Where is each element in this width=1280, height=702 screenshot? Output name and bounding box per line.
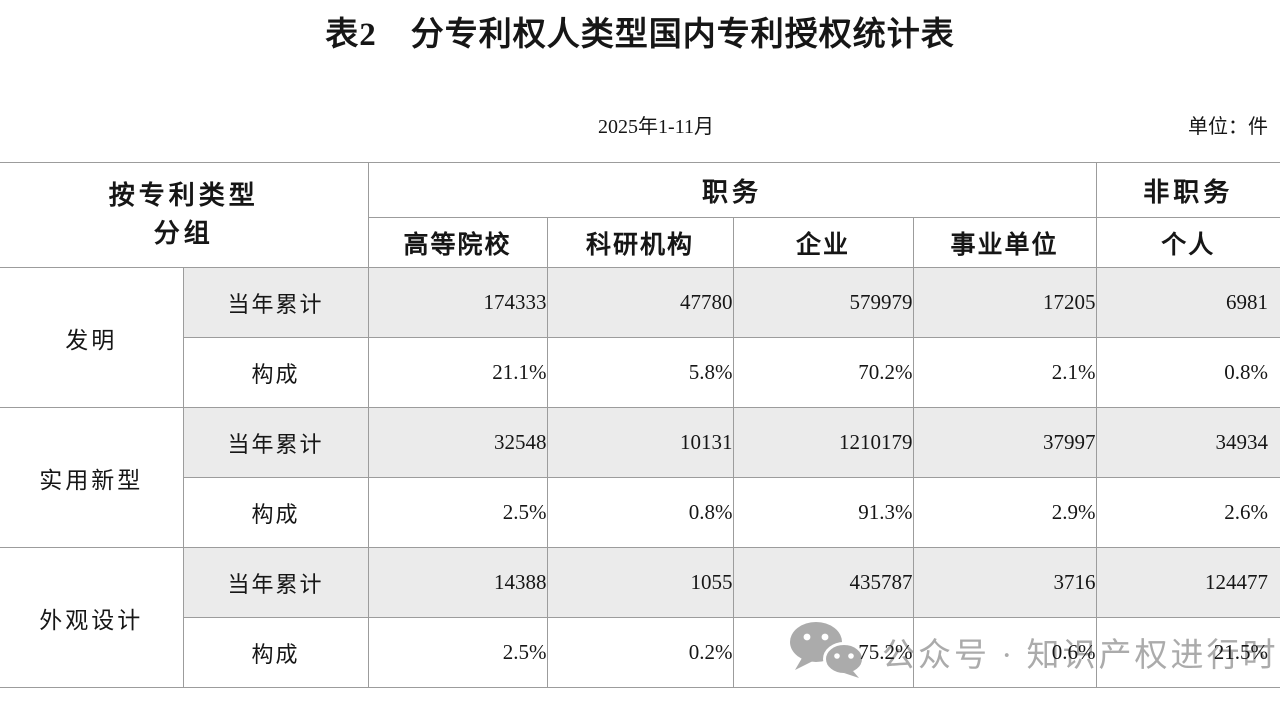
row-label-composition: 构成 bbox=[182, 477, 369, 548]
value-cell: 2.9% bbox=[912, 477, 1097, 548]
table-row-utility-composition: 构成 2.5% 0.8% 91.3% 2.9% 2.6% bbox=[0, 477, 1280, 548]
value-cell: 17205 bbox=[912, 267, 1097, 338]
value-cell: 5.8% bbox=[546, 337, 734, 408]
service-group-header: 职务 bbox=[367, 162, 1097, 218]
table-row-invention-cumulative: 发明 当年累计 174333 47780 579979 17205 6981 bbox=[0, 267, 1280, 408]
value-cell: 3716 bbox=[912, 547, 1097, 618]
value-cell: 2.6% bbox=[1095, 477, 1280, 548]
value-cell: 32548 bbox=[367, 407, 548, 478]
value-cell: 75.2% bbox=[732, 617, 914, 688]
value-cell: 174333 bbox=[367, 267, 548, 338]
value-cell: 1055 bbox=[546, 547, 734, 618]
corner-header: 按专利类型 分组 bbox=[0, 162, 369, 268]
column-header-universities: 高等院校 bbox=[367, 217, 548, 268]
group-name-invention: 发明 bbox=[0, 267, 184, 408]
table-row-invention-composition: 构成 21.1% 5.8% 70.2% 2.1% 0.8% bbox=[0, 337, 1280, 408]
value-cell: 14388 bbox=[367, 547, 548, 618]
table-row-design-cumulative: 外观设计 当年累计 14388 1055 435787 3716 124477 bbox=[0, 547, 1280, 688]
meta-row: 2025年1-11月 单位：件 bbox=[0, 114, 1280, 140]
row-label-cumulative: 当年累计 bbox=[182, 547, 369, 618]
group-name-design: 外观设计 bbox=[0, 547, 184, 688]
page-title: 表2 分专利权人类型国内专利授权统计表 bbox=[325, 17, 955, 53]
value-cell: 21.5% bbox=[1095, 617, 1280, 688]
non-service-group-header: 非职务 bbox=[1095, 162, 1280, 218]
corner-header-line1: 按专利类型 bbox=[108, 181, 259, 211]
value-cell: 124477 bbox=[1095, 547, 1280, 618]
unit-label: 单位：件 bbox=[1188, 116, 1268, 138]
value-cell: 34934 bbox=[1095, 407, 1280, 478]
value-cell: 2.5% bbox=[367, 477, 548, 548]
patent-table: 按专利类型 分组 职务 非职务 高等院校 科研机构 企业 事业单位 个人 发明 … bbox=[0, 162, 1280, 688]
value-cell: 37997 bbox=[912, 407, 1097, 478]
table-row-design-composition: 构成 2.5% 0.2% 75.2% 0.6% 21.5% bbox=[0, 617, 1280, 688]
header-row-groups: 按专利类型 分组 职务 非职务 bbox=[0, 162, 1280, 268]
value-cell: 6981 bbox=[1095, 267, 1280, 338]
row-label-composition: 构成 bbox=[182, 617, 369, 688]
table-row-utility-cumulative: 实用新型 当年累计 32548 10131 1210179 37997 3493… bbox=[0, 407, 1280, 548]
value-cell: 47780 bbox=[546, 267, 734, 338]
column-header-research-institutions: 科研机构 bbox=[546, 217, 734, 268]
corner-header-line2: 分组 bbox=[153, 219, 214, 248]
value-cell: 0.2% bbox=[546, 617, 734, 688]
value-cell: 10131 bbox=[546, 407, 734, 478]
value-cell: 2.1% bbox=[912, 337, 1097, 408]
value-cell: 435787 bbox=[732, 547, 914, 618]
column-header-public-institutions: 事业单位 bbox=[912, 217, 1097, 268]
group-name-utility-model: 实用新型 bbox=[0, 407, 184, 548]
row-label-composition: 构成 bbox=[182, 337, 369, 408]
value-cell: 91.3% bbox=[732, 477, 914, 548]
row-label-cumulative: 当年累计 bbox=[182, 267, 369, 338]
column-header-enterprises: 企业 bbox=[732, 217, 914, 268]
value-cell: 2.5% bbox=[367, 617, 548, 688]
patent-table-wrapper: 按专利类型 分组 职务 非职务 高等院校 科研机构 企业 事业单位 个人 发明 … bbox=[0, 162, 1280, 688]
value-cell: 579979 bbox=[732, 267, 914, 338]
value-cell: 70.2% bbox=[732, 337, 914, 408]
value-cell: 0.8% bbox=[1095, 337, 1280, 408]
period-label: 2025年1-11月 bbox=[598, 116, 714, 138]
value-cell: 0.8% bbox=[546, 477, 734, 548]
row-label-cumulative: 当年累计 bbox=[182, 407, 369, 478]
value-cell: 1210179 bbox=[732, 407, 914, 478]
value-cell: 0.6% bbox=[912, 617, 1097, 688]
column-header-individuals: 个人 bbox=[1095, 217, 1280, 268]
value-cell: 21.1% bbox=[367, 337, 548, 408]
